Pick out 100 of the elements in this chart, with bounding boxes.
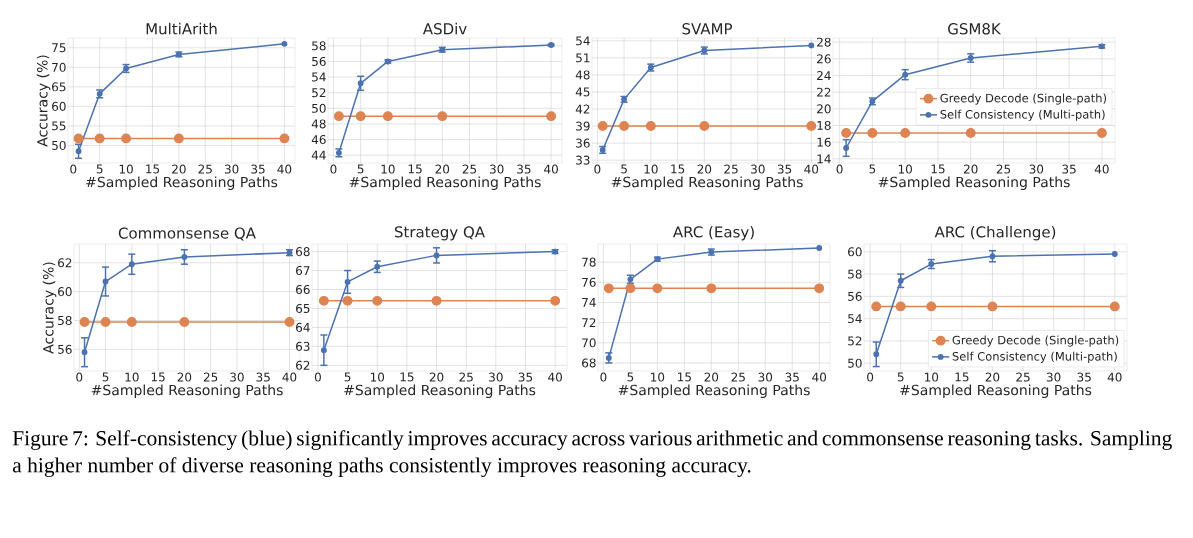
point (79, 316, 90, 327)
x-axis-title: #Sampled Reasoning Paths (91, 384, 283, 399)
point (806, 121, 817, 132)
y-tick-label: 62 (58, 258, 72, 268)
x-tick-label: 35 (1077, 372, 1091, 382)
x-tick-label: 5 (621, 164, 627, 174)
x-tick-label: 0 (867, 372, 874, 382)
x-tick-label: 0 (600, 372, 607, 382)
y-tick-label: 60 (58, 287, 72, 297)
point (597, 121, 608, 132)
point (121, 133, 132, 144)
x-tick-label: 40 (277, 164, 292, 174)
point (173, 133, 184, 144)
x-tick-label: 40 (1094, 164, 1109, 174)
y-tick-label: 56 (848, 291, 862, 301)
x-tick-label: 30 (224, 164, 239, 174)
x-axis-title: #Sampled Reasoning Paths (878, 176, 1070, 191)
x-tick-label: 5 (102, 372, 109, 382)
x-tick-label: 10 (370, 372, 385, 382)
x-axis-title: #Sampled Reasoning Paths (86, 176, 278, 191)
legend-label: Self Consistency (Multi-path) (940, 109, 1105, 121)
y-tick-label: 65 (52, 82, 66, 92)
chart-title: SVAMP (682, 23, 733, 35)
y-tick-label: 20 (817, 104, 831, 114)
point (100, 316, 111, 327)
y-tick-label: 60 (848, 247, 862, 257)
x-tick-label: 10 (381, 164, 395, 174)
point (987, 301, 998, 312)
chart-title: GSM8K (948, 23, 1002, 35)
x-tick-label: 30 (489, 372, 503, 382)
point (897, 277, 904, 284)
x-tick-label: 0 (76, 372, 83, 382)
x-tick-label: 0 (70, 164, 77, 174)
point (871, 301, 882, 312)
point (843, 145, 850, 151)
y-tick-label: 54 (576, 36, 590, 46)
point (965, 128, 976, 138)
x-tick-label: 20 (429, 372, 444, 382)
point (75, 148, 82, 155)
x-tick-label: 10 (644, 164, 658, 174)
x-tick-label: 20 (985, 372, 1000, 382)
x-tick-label: 15 (146, 164, 160, 174)
y-tick-label: 14 (817, 154, 831, 164)
x-axis-title: #Sampled Reasoning Paths (344, 384, 536, 399)
point (625, 283, 636, 294)
y-tick-label: 22 (817, 87, 831, 97)
y-tick-label: 68 (296, 247, 310, 257)
point (867, 128, 878, 138)
point (706, 283, 717, 294)
point (814, 283, 825, 294)
x-tick-label: 35 (517, 164, 531, 174)
y-axis-title: Accuracy (%) (42, 262, 57, 354)
x-tick-label: 5 (357, 164, 364, 174)
x-tick-label: 40 (812, 372, 827, 382)
point (81, 349, 88, 356)
x-tick-label: 20 (697, 164, 712, 174)
point (433, 252, 440, 259)
x-tick-label: 20 (435, 164, 450, 174)
y-tick-label: 28 (817, 37, 831, 47)
x-tick-label: 25 (1016, 372, 1030, 382)
x-tick-label: 40 (548, 372, 562, 382)
x-tick-label: 35 (777, 164, 792, 174)
y-tick-label: 56 (312, 56, 326, 66)
chart-title: ARC (Challenge) (934, 225, 1056, 241)
point (102, 278, 109, 285)
point (437, 111, 448, 122)
x-tick-label: 25 (996, 164, 1011, 174)
x-tick-label: 15 (408, 164, 422, 174)
point (94, 133, 105, 144)
point (431, 295, 442, 306)
x-tick-label: 15 (151, 372, 165, 382)
y-tick-label: 67 (296, 266, 310, 276)
y-tick-label: 65 (296, 303, 310, 313)
y-tick-label: 76 (582, 277, 596, 287)
chart-title: Strategy QA (394, 226, 485, 241)
point (546, 111, 557, 122)
point (382, 111, 393, 122)
y-tick-label: 58 (312, 41, 326, 51)
point (281, 40, 288, 47)
y-tick-label: 50 (312, 103, 326, 113)
y-tick-label: 78 (582, 257, 596, 267)
point (619, 121, 630, 132)
y-tick-label: 16 (817, 137, 831, 147)
point (808, 42, 815, 49)
y-tick-label: 50 (848, 358, 862, 368)
x-tick-label: 10 (125, 372, 139, 382)
point (333, 111, 344, 122)
x-tick-label: 10 (651, 372, 665, 382)
x-tick-label: 40 (544, 164, 558, 174)
chart-title: ARC (Easy) (672, 225, 754, 241)
x-tick-label: 5 (869, 164, 876, 174)
y-tick-label: 39 (576, 121, 590, 131)
y-tick-label: 33 (576, 155, 590, 165)
x-tick-label: 35 (1062, 164, 1076, 174)
x-tick-label: 35 (518, 372, 533, 382)
point (895, 301, 906, 312)
x-tick-label: 20 (172, 164, 186, 174)
y-tick-label: 24 (817, 71, 831, 80)
x-tick-label: 25 (198, 164, 212, 174)
point (181, 254, 188, 260)
